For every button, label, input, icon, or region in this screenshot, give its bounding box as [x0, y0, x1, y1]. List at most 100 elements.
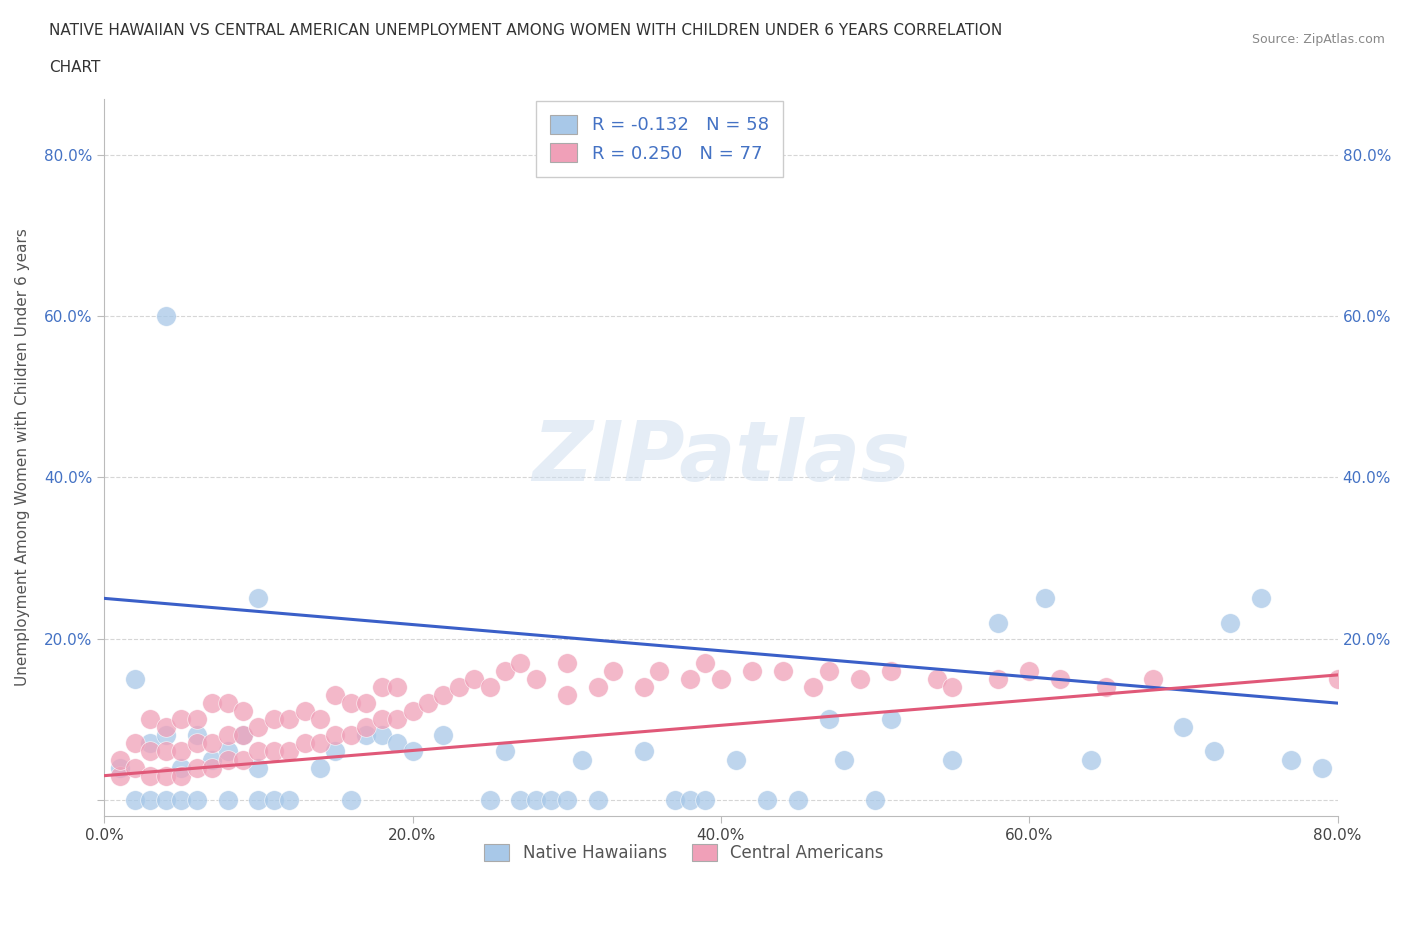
- Point: [325, 728, 347, 743]
- Point: [787, 792, 810, 807]
- Point: [524, 792, 547, 807]
- Point: [494, 744, 516, 759]
- Point: [263, 792, 285, 807]
- Point: [370, 728, 392, 743]
- Point: [370, 711, 392, 726]
- Point: [540, 792, 562, 807]
- Point: [247, 744, 270, 759]
- Point: [586, 680, 609, 695]
- Point: [186, 760, 208, 775]
- Point: [1049, 671, 1071, 686]
- Point: [1219, 615, 1241, 630]
- Point: [509, 656, 531, 671]
- Point: [247, 720, 270, 735]
- Point: [633, 744, 655, 759]
- Point: [340, 696, 363, 711]
- Point: [555, 687, 578, 702]
- Point: [1326, 671, 1348, 686]
- Point: [263, 711, 285, 726]
- Point: [170, 768, 193, 783]
- Point: [710, 671, 733, 686]
- Point: [263, 744, 285, 759]
- Point: [309, 760, 332, 775]
- Point: [725, 752, 748, 767]
- Point: [155, 720, 177, 735]
- Point: [108, 760, 131, 775]
- Point: [186, 736, 208, 751]
- Point: [232, 704, 254, 719]
- Point: [803, 680, 825, 695]
- Point: [1018, 663, 1040, 678]
- Y-axis label: Unemployment Among Women with Children Under 6 years: Unemployment Among Women with Children U…: [15, 229, 30, 686]
- Point: [217, 696, 239, 711]
- Point: [217, 792, 239, 807]
- Point: [232, 728, 254, 743]
- Point: [232, 728, 254, 743]
- Point: [1033, 591, 1056, 605]
- Point: [139, 768, 162, 783]
- Point: [987, 671, 1010, 686]
- Point: [170, 744, 193, 759]
- Point: [356, 696, 378, 711]
- Point: [385, 680, 408, 695]
- Point: [695, 792, 717, 807]
- Point: [941, 680, 963, 695]
- Point: [741, 663, 763, 678]
- Point: [1080, 752, 1102, 767]
- Point: [155, 728, 177, 743]
- Point: [401, 744, 423, 759]
- Point: [294, 736, 316, 751]
- Point: [478, 680, 501, 695]
- Point: [139, 792, 162, 807]
- Point: [1173, 720, 1195, 735]
- Point: [463, 671, 485, 686]
- Point: [602, 663, 624, 678]
- Point: [432, 687, 454, 702]
- Point: [356, 728, 378, 743]
- Point: [586, 792, 609, 807]
- Point: [832, 752, 855, 767]
- Point: [155, 792, 177, 807]
- Point: [370, 680, 392, 695]
- Point: [340, 728, 363, 743]
- Text: NATIVE HAWAIIAN VS CENTRAL AMERICAN UNEMPLOYMENT AMONG WOMEN WITH CHILDREN UNDER: NATIVE HAWAIIAN VS CENTRAL AMERICAN UNEM…: [49, 23, 1002, 38]
- Text: ZIPatlas: ZIPatlas: [531, 417, 910, 498]
- Point: [648, 663, 671, 678]
- Point: [155, 309, 177, 324]
- Point: [664, 792, 686, 807]
- Point: [555, 656, 578, 671]
- Point: [201, 752, 224, 767]
- Point: [186, 711, 208, 726]
- Point: [1250, 591, 1272, 605]
- Point: [124, 760, 146, 775]
- Point: [987, 615, 1010, 630]
- Point: [201, 760, 224, 775]
- Point: [416, 696, 439, 711]
- Point: [925, 671, 948, 686]
- Point: [818, 711, 841, 726]
- Point: [294, 704, 316, 719]
- Point: [247, 591, 270, 605]
- Point: [186, 792, 208, 807]
- Point: [848, 671, 870, 686]
- Point: [478, 792, 501, 807]
- Point: [679, 671, 702, 686]
- Point: [509, 792, 531, 807]
- Text: Source: ZipAtlas.com: Source: ZipAtlas.com: [1251, 33, 1385, 46]
- Point: [1204, 744, 1226, 759]
- Point: [633, 680, 655, 695]
- Point: [941, 752, 963, 767]
- Point: [818, 663, 841, 678]
- Legend: Native Hawaiians, Central Americans: Native Hawaiians, Central Americans: [478, 837, 890, 869]
- Point: [124, 736, 146, 751]
- Point: [139, 744, 162, 759]
- Point: [155, 768, 177, 783]
- Point: [356, 720, 378, 735]
- Point: [278, 744, 301, 759]
- Point: [1142, 671, 1164, 686]
- Point: [524, 671, 547, 686]
- Point: [217, 728, 239, 743]
- Point: [201, 696, 224, 711]
- Point: [772, 663, 794, 678]
- Point: [1279, 752, 1302, 767]
